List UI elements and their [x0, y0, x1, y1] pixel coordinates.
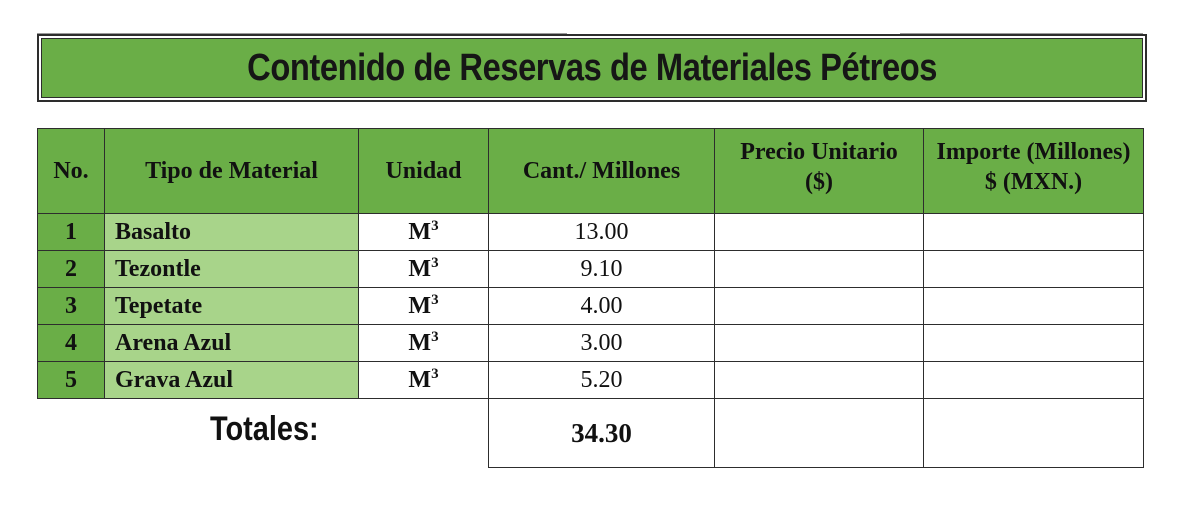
quantity-cell: 13.00 [488, 213, 715, 251]
material-name: Tezontle [104, 250, 359, 288]
unit-base: M [408, 330, 432, 356]
top-rule-left [37, 33, 567, 34]
unit-exponent: 3 [431, 366, 439, 382]
importe-cell [923, 250, 1144, 288]
unit-cell: M3 [358, 324, 489, 362]
header-no: No. [37, 128, 105, 214]
importe-cell [923, 361, 1144, 399]
material-name: Arena Azul [104, 324, 359, 362]
table-row: 1 Basalto M3 13.00 [37, 213, 1144, 251]
material-name: Tepetate [104, 287, 359, 325]
table-row: 2 Tezontle M3 9.10 [37, 250, 1144, 288]
header-importe-line2: $ (MXN.) [984, 169, 1083, 195]
table-row: 5 Grava Azul M3 5.20 [37, 361, 1144, 399]
header-row: No. Tipo de Material Unidad Cant./ Millo… [37, 128, 1144, 214]
importe-cell [923, 287, 1144, 325]
precio-cell [714, 287, 924, 325]
total-importe [923, 398, 1144, 468]
header-precio-line2: ($) [805, 169, 833, 195]
total-quantity: 34.30 [488, 398, 715, 468]
precio-cell [714, 250, 924, 288]
row-number: 5 [37, 361, 105, 399]
row-number: 1 [37, 213, 105, 251]
precio-cell [714, 324, 924, 362]
quantity-cell: 3.00 [488, 324, 715, 362]
precio-cell [714, 213, 924, 251]
unit-cell: M3 [358, 213, 489, 251]
unit-base: M [408, 219, 432, 245]
unit-cell: M3 [358, 250, 489, 288]
table-row: 4 Arena Azul M3 3.00 [37, 324, 1144, 362]
header-precio-line1: Precio Unitario [740, 139, 898, 165]
reserves-table: No. Tipo de Material Unidad Cant./ Millo… [37, 128, 1144, 399]
importe-cell [923, 213, 1144, 251]
header-cantidad: Cant./ Millones [488, 128, 715, 214]
unit-exponent: 3 [431, 292, 439, 308]
unit-exponent: 3 [431, 255, 439, 271]
unit-base: M [408, 293, 432, 319]
precio-cell [714, 361, 924, 399]
header-tipo-material: Tipo de Material [104, 128, 359, 214]
unit-exponent: 3 [431, 329, 439, 345]
title-banner: Contenido de Reservas de Materiales Pétr… [37, 34, 1147, 102]
header-unidad: Unidad [358, 128, 489, 214]
top-rule-right [900, 33, 1143, 34]
unit-cell: M3 [358, 361, 489, 399]
totals-label: Totales: [210, 410, 319, 448]
table-row: 3 Tepetate M3 4.00 [37, 287, 1144, 325]
totals-table: 34.30 [488, 398, 1144, 468]
unit-exponent: 3 [431, 218, 439, 234]
page-title: Contenido de Reservas de Materiales Pétr… [247, 46, 937, 89]
row-number: 3 [37, 287, 105, 325]
unit-base: M [408, 367, 432, 393]
header-importe-line1: Importe (Millones) [936, 139, 1131, 165]
quantity-cell: 9.10 [488, 250, 715, 288]
unit-cell: M3 [358, 287, 489, 325]
material-name: Basalto [104, 213, 359, 251]
material-name: Grava Azul [104, 361, 359, 399]
total-precio [714, 398, 924, 468]
row-number: 2 [37, 250, 105, 288]
header-importe: Importe (Millones) $ (MXN.) [923, 128, 1144, 214]
header-precio-unitario: Precio Unitario ($) [714, 128, 924, 214]
unit-base: M [408, 256, 432, 282]
row-number: 4 [37, 324, 105, 362]
importe-cell [923, 324, 1144, 362]
quantity-cell: 5.20 [488, 361, 715, 399]
totals-row: 34.30 [488, 398, 1144, 468]
quantity-cell: 4.00 [488, 287, 715, 325]
